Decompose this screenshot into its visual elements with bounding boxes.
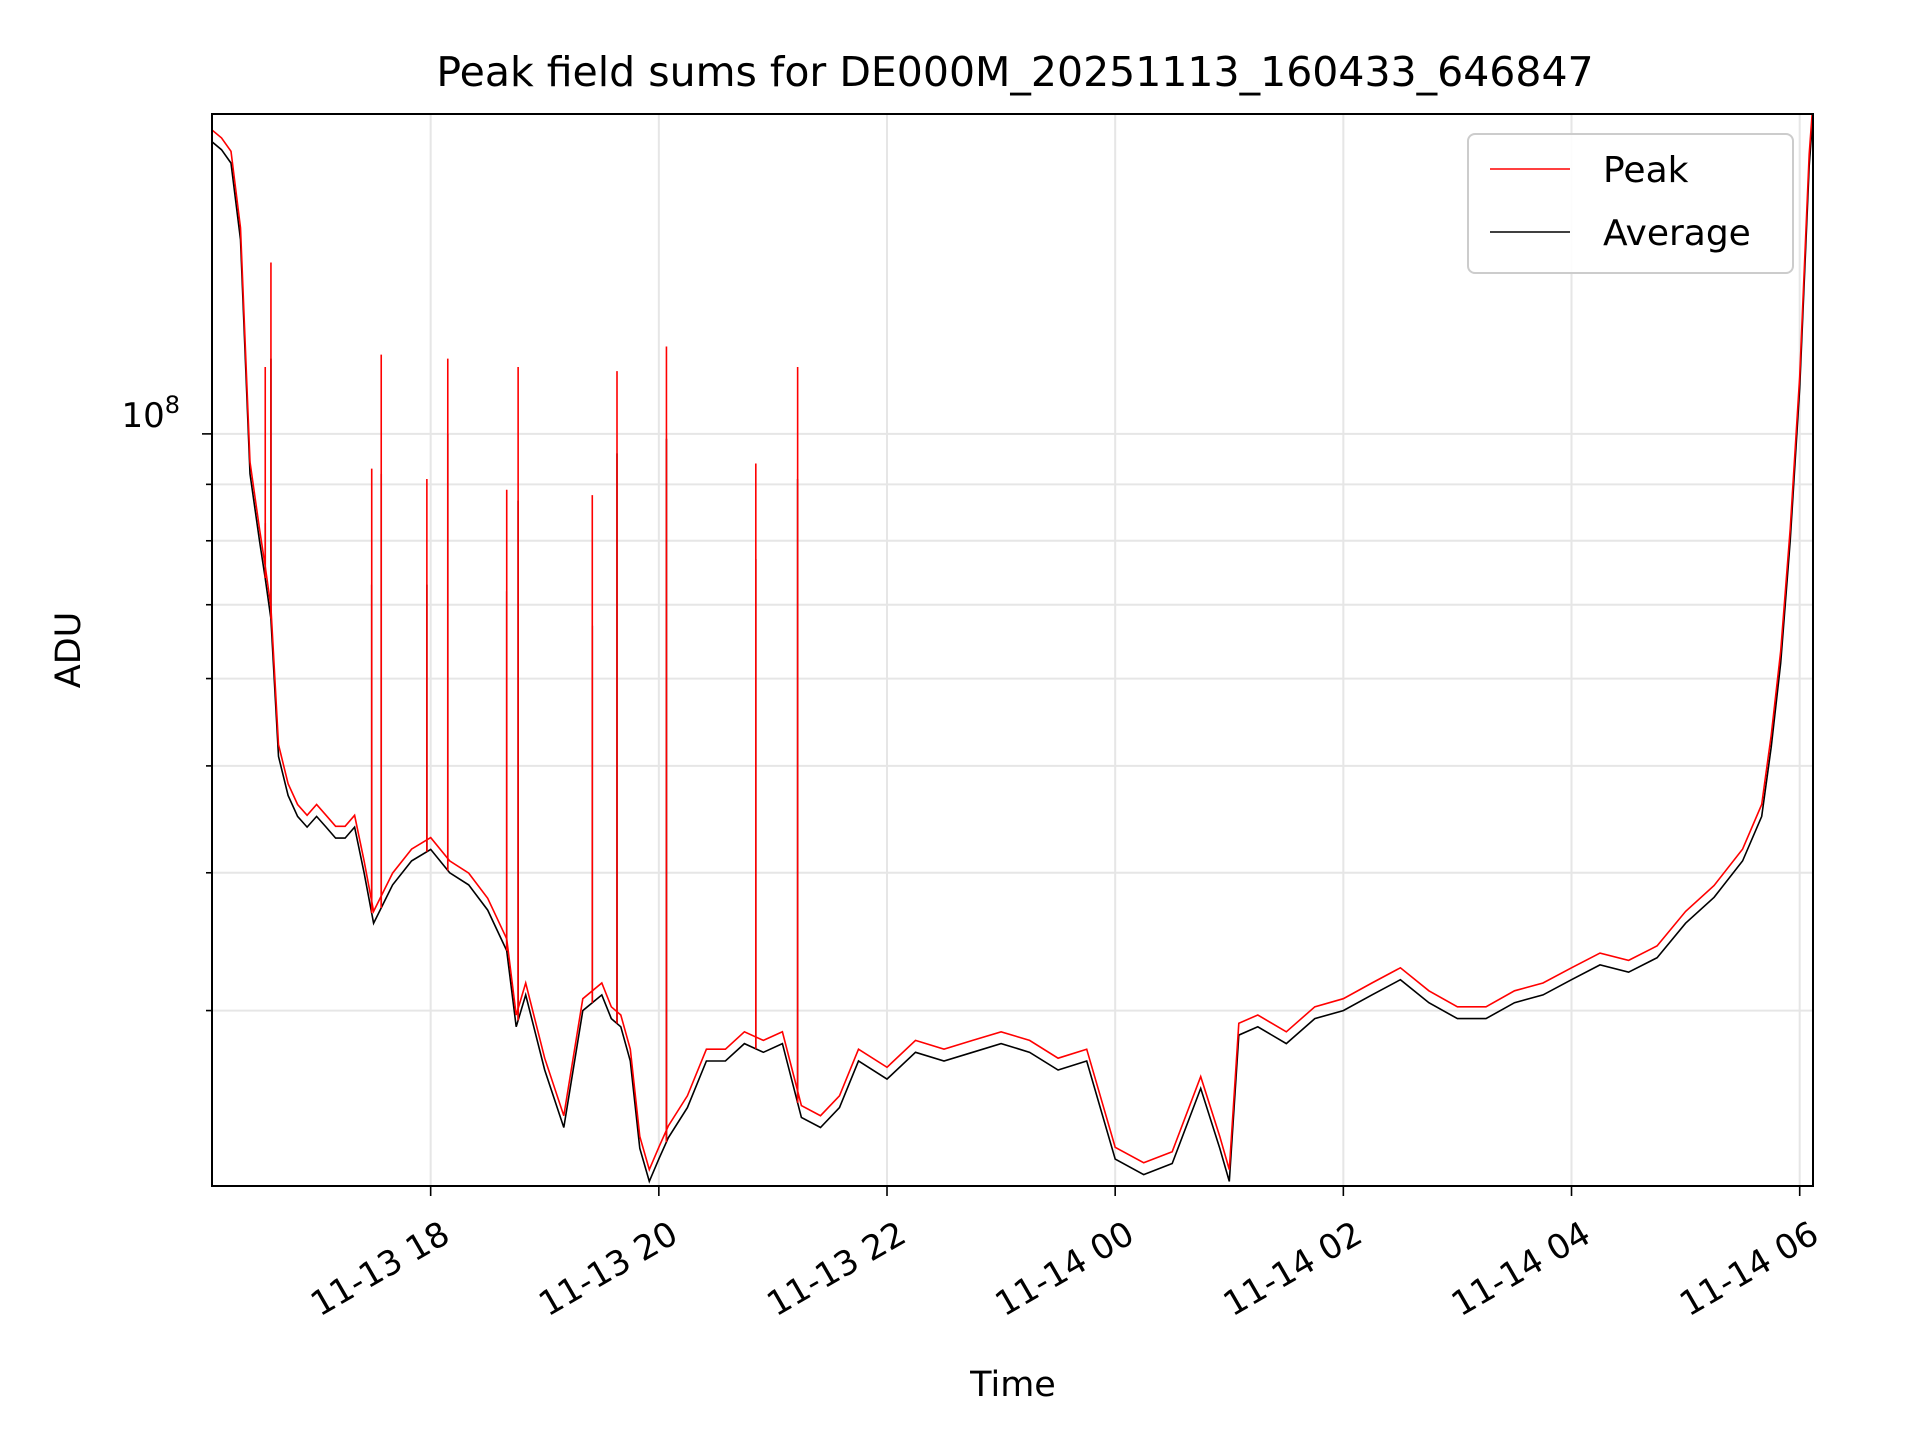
legend-label-average: Average (1603, 213, 1751, 254)
y-axis-title: ADU (49, 612, 89, 689)
legend: Peak Average (1467, 133, 1794, 274)
plot-frame (211, 113, 1814, 1187)
chart-title: Peak field sums for DE000M_20251113_1604… (436, 48, 1593, 96)
y-tick-label-major: 108 (121, 391, 180, 436)
legend-label-peak: Peak (1603, 150, 1689, 191)
grid (212, 114, 1813, 1186)
x-axis-title: Time (969, 1365, 1056, 1405)
series-peak (212, 114, 1813, 1172)
y-axis-ticks (202, 433, 212, 1012)
peak-line (212, 114, 1813, 1172)
average-line (212, 114, 1813, 1184)
